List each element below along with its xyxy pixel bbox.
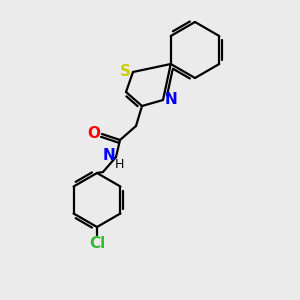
- Text: H: H: [114, 158, 124, 172]
- Text: N: N: [103, 148, 116, 164]
- Text: S: S: [119, 64, 130, 79]
- Text: Cl: Cl: [89, 236, 105, 250]
- Text: N: N: [165, 92, 177, 106]
- Text: O: O: [88, 125, 100, 140]
